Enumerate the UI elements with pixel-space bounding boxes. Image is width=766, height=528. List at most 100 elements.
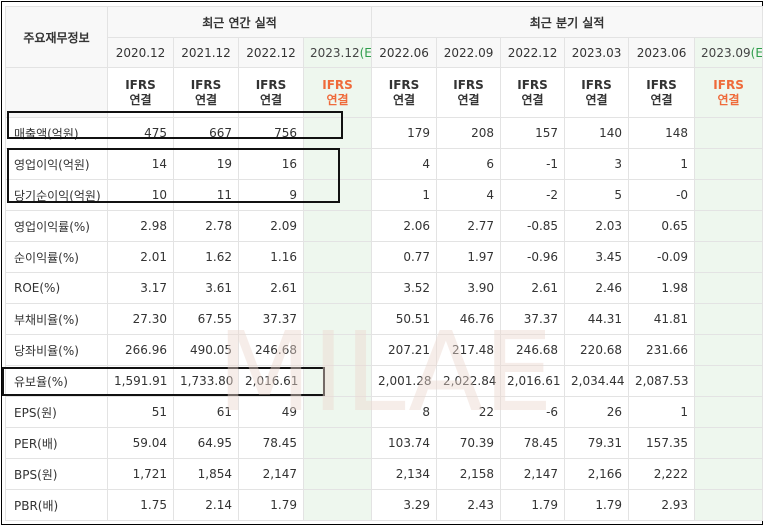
row-label[interactable]: 당좌비율(%)	[5, 334, 108, 366]
value-cell: 4	[371, 148, 438, 180]
standard-consolidated: 연결	[194, 92, 218, 107]
period-header-4[interactable]: 2022.06	[371, 37, 438, 68]
period-header-2[interactable]: 2022.12	[238, 37, 304, 68]
value-cell: 1,854	[173, 458, 239, 490]
row-label[interactable]: 영업이익률(%)	[5, 210, 108, 242]
value-cell: 246.68	[500, 334, 566, 366]
value-cell: 2,001.28	[371, 365, 438, 397]
value-cell: 246.68	[238, 334, 304, 366]
value-cell	[302, 396, 373, 428]
row-label[interactable]: 당기순이익(억원)	[5, 179, 108, 211]
value-cell: 231.66	[628, 334, 696, 366]
value-cell: 10	[107, 179, 174, 211]
estimate-mark: (E)	[359, 45, 372, 60]
value-cell: 6	[436, 148, 502, 180]
value-cell: 2,022.84	[436, 365, 502, 397]
value-cell: 2.61	[238, 272, 304, 304]
value-cell: 756	[238, 117, 304, 149]
value-cell: 3.61	[173, 272, 239, 304]
value-cell	[302, 148, 373, 180]
table-row: 순이익률(%) 2.01 1.62 1.16 0.77 1.97 -0.96 3.45 -0.0…	[5, 241, 764, 273]
standard-consolidated: 연결	[393, 92, 416, 107]
value-cell: 157.35	[628, 427, 696, 459]
row-label[interactable]: 순이익률(%)	[5, 241, 108, 273]
period-header-6[interactable]: 2022.12	[500, 37, 566, 68]
standard-cell-6: IFRS 연결	[500, 67, 566, 118]
value-cell: 2.46	[564, 272, 630, 304]
value-cell	[694, 148, 764, 180]
table-row: 영업이익(억원) 14 19 16 4 6 -1 3 1	[5, 148, 764, 180]
period-header-0[interactable]: 2020.12	[107, 37, 174, 68]
standard-ifrs: IFRS	[388, 77, 420, 92]
value-cell	[694, 489, 764, 521]
standard-cell-9: IFRS 연결	[694, 67, 764, 118]
value-cell: 1.79	[238, 489, 304, 521]
period-header-3[interactable]: 2023.12(E)	[302, 37, 373, 68]
value-cell	[694, 365, 764, 397]
value-cell: 179	[371, 117, 438, 149]
standard-consolidated: 연결	[650, 92, 673, 107]
value-cell: 1	[628, 396, 696, 428]
value-cell: 49	[238, 396, 304, 428]
value-cell: 1,721	[107, 458, 174, 490]
row-label[interactable]: 영업이익(억원)	[5, 148, 108, 180]
value-cell: 44.31	[564, 303, 630, 335]
standard-cell-2: IFRS 연결	[238, 67, 304, 118]
value-cell: 2.09	[238, 210, 304, 242]
value-cell: 11	[173, 179, 239, 211]
value-cell: 148	[628, 117, 696, 149]
value-cell: 2,147	[500, 458, 566, 490]
value-cell	[694, 303, 764, 335]
period-header-1[interactable]: 2021.12	[173, 37, 239, 68]
row-label[interactable]: 유보율(%)	[5, 365, 108, 397]
period-header-7[interactable]: 2023.03	[564, 37, 630, 68]
value-cell: 103.74	[371, 427, 438, 459]
value-cell: 0.77	[371, 241, 438, 273]
value-cell: 157	[500, 117, 566, 149]
period-header-9[interactable]: 2023.09(E)	[694, 37, 764, 68]
period-label: 2023.12	[310, 45, 360, 60]
row-label[interactable]: PBR(배)	[5, 489, 108, 521]
value-cell: 2.98	[107, 210, 174, 242]
value-cell: 78.45	[500, 427, 566, 459]
value-cell: -0.96	[500, 241, 566, 273]
value-cell: -6	[500, 396, 566, 428]
period-label: 2023.09	[701, 45, 751, 60]
value-cell: 14	[107, 148, 174, 180]
value-cell	[302, 272, 373, 304]
value-cell: 2.43	[436, 489, 502, 521]
row-label[interactable]: 부채비율(%)	[5, 303, 108, 335]
corner-label: 주요재무정보	[5, 6, 108, 68]
period-header-8[interactable]: 2023.06	[628, 37, 696, 68]
period-header-5[interactable]: 2022.09	[436, 37, 502, 68]
value-cell: 46.76	[436, 303, 502, 335]
table-row: 매출액(억원) 475 667 756 179 208 157 140 148	[5, 117, 764, 149]
value-cell: 59.04	[107, 427, 174, 459]
table-row: EPS(원) 51 61 49 8 22 -6 26 1	[5, 396, 764, 428]
row-label[interactable]: PER(배)	[5, 427, 108, 459]
row-label[interactable]: EPS(원)	[5, 396, 108, 428]
value-cell: 1	[371, 179, 438, 211]
value-cell: 19	[173, 148, 239, 180]
table-row: 부채비율(%) 27.30 67.55 37.37 50.51 46.76 37.37 44.…	[5, 303, 764, 335]
standard-ifrs: IFRS	[581, 77, 612, 92]
value-cell: 2.06	[371, 210, 438, 242]
value-cell: 1.79	[564, 489, 630, 521]
value-cell: 667	[173, 117, 239, 149]
value-cell: 266.96	[107, 334, 174, 366]
value-cell: 5	[564, 179, 630, 211]
value-cell: 2.93	[628, 489, 696, 521]
value-cell: 2,034.44	[564, 365, 630, 397]
table-row: ROE(%) 3.17 3.61 2.61 3.52 3.90 2.61 2.46 1.98	[5, 272, 764, 304]
value-cell	[302, 334, 373, 366]
value-cell: 8	[371, 396, 438, 428]
standard-ifrs: IFRS	[713, 77, 744, 92]
value-cell	[694, 117, 764, 149]
row-label[interactable]: ROE(%)	[5, 272, 108, 304]
accounting-standard-row: IFRS 연결 IFRS 연결 IFRS 연결 IFRS 연결 IFRS 연결 IFRS 연결 IFRS…	[5, 67, 764, 118]
row-label[interactable]: 매출액(억원)	[5, 117, 108, 149]
row-label[interactable]: BPS(원)	[5, 458, 108, 490]
value-cell: 3.52	[371, 272, 438, 304]
value-cell: 51	[107, 396, 174, 428]
value-cell	[694, 334, 764, 366]
